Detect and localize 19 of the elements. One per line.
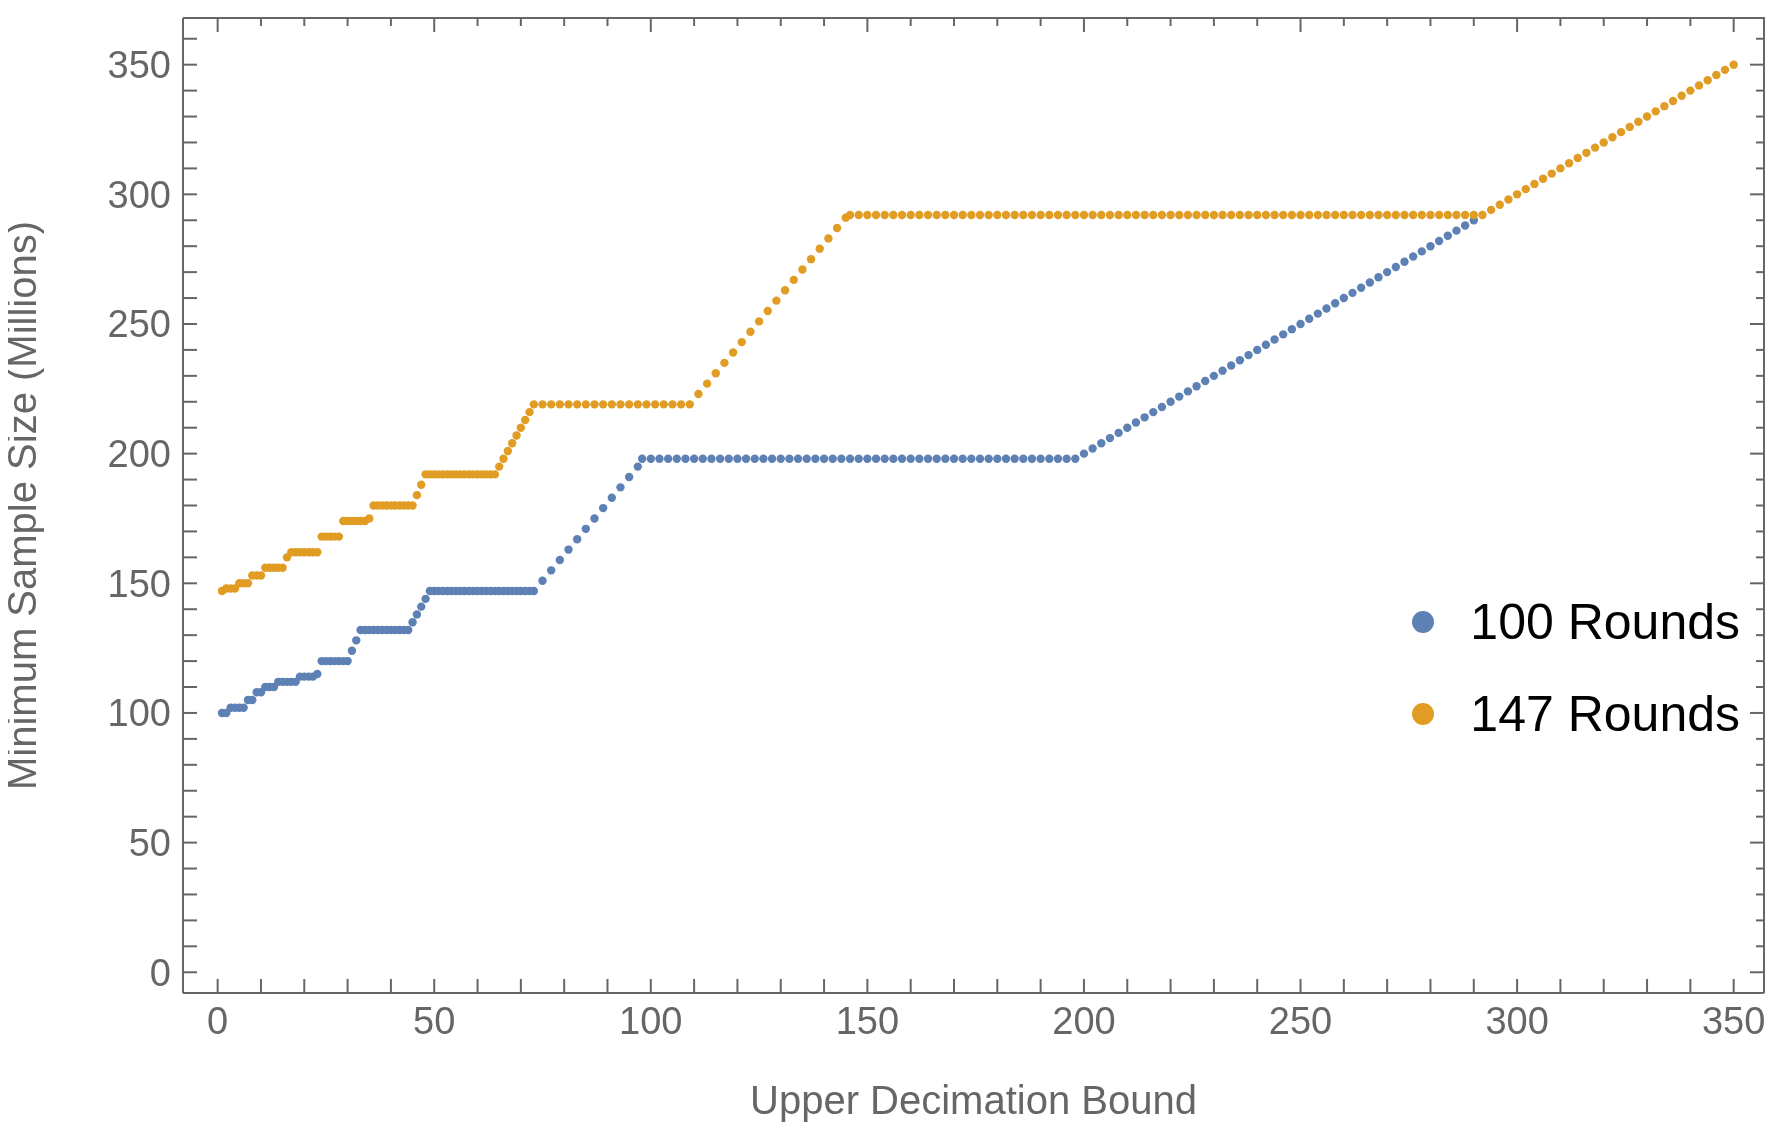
x-axis-title: Upper Decimation Bound <box>750 1078 1197 1122</box>
x-tick-label: 50 <box>413 999 456 1042</box>
y-tick-label: 0 <box>149 951 171 994</box>
x-tick-label: 0 <box>207 999 229 1042</box>
x-tick-label: 150 <box>835 999 900 1042</box>
y-tick-label: 200 <box>107 433 171 476</box>
y-tick-label: 100 <box>107 692 171 735</box>
legend-label: 147 Rounds <box>1470 685 1740 743</box>
y-tick-label: 250 <box>107 303 171 346</box>
y-tick-label: 350 <box>107 44 171 87</box>
x-tick-label: 250 <box>1268 999 1333 1042</box>
y-tick-label: 150 <box>107 562 171 605</box>
y-tick-label: 300 <box>107 173 171 216</box>
legend-label: 100 Rounds <box>1470 593 1740 651</box>
y-tick-label: 50 <box>128 822 171 865</box>
x-tick-label: 350 <box>1701 999 1766 1042</box>
x-tick-label: 100 <box>619 999 683 1042</box>
x-tick-label: 200 <box>1052 999 1116 1042</box>
x-tick-label: 300 <box>1485 999 1549 1042</box>
